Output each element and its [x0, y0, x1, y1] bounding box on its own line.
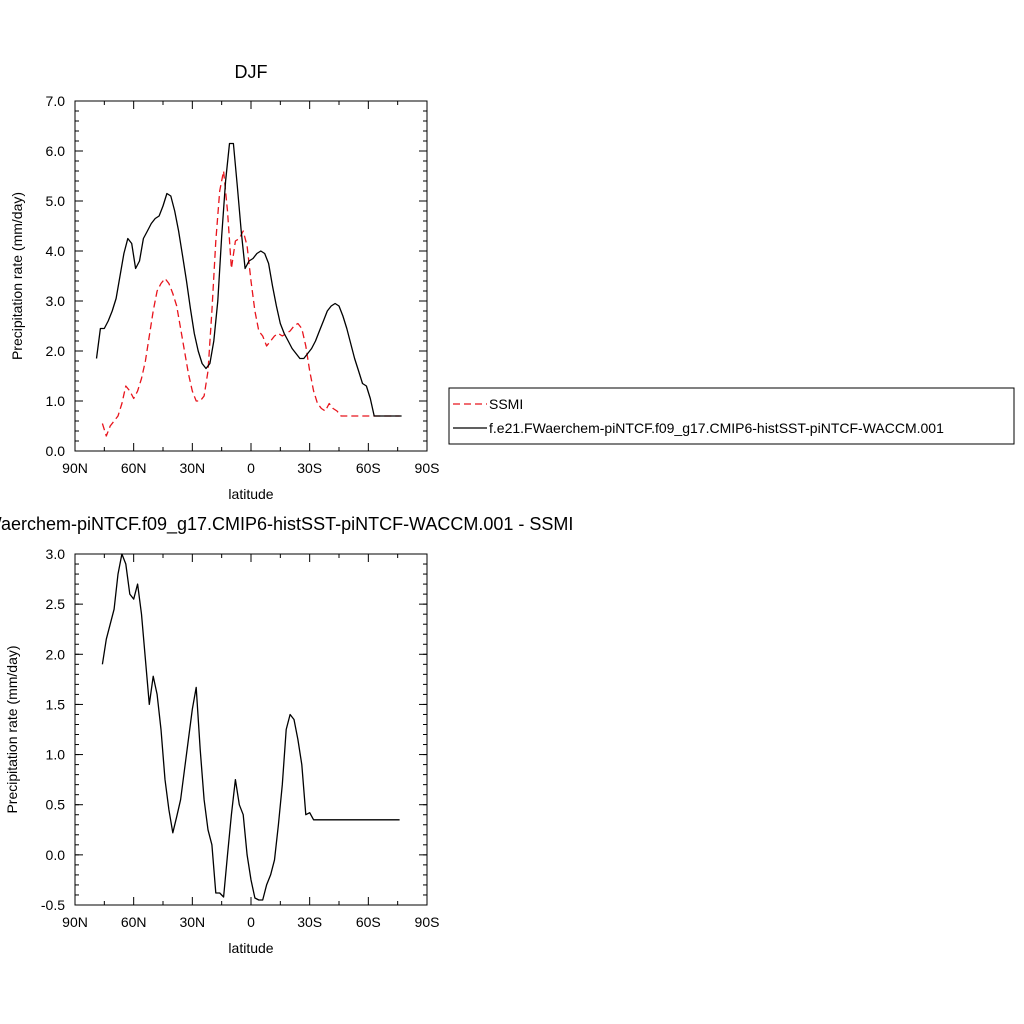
- y-axis-label: Precipitation rate (mm/day): [9, 192, 25, 360]
- x-tick-label: 30N: [179, 914, 205, 930]
- top-panel: DJF 90N 60N 30N 0 30S 60S 90S 0.0 1.0 2.0 3.0 4.0 5.0…: [9, 62, 439, 502]
- y-tick-label: 4.0: [46, 243, 66, 259]
- y-tick-label: 0.5: [46, 797, 66, 813]
- x-tick-label: 60N: [121, 460, 147, 476]
- bottom-panel: f.e21.FWaerchem-piNTCF.f09_g17.CMIP6-his…: [0, 514, 573, 956]
- x-tick-label: 90N: [62, 914, 88, 930]
- series-line-0: [101, 170, 400, 437]
- y-tick-label: 2.5: [46, 596, 66, 612]
- x-tick-label: 60N: [121, 914, 147, 930]
- x-axis-label: latitude: [228, 486, 273, 502]
- x-tick-label: 30N: [179, 460, 205, 476]
- x-tick-label: 0: [247, 460, 255, 476]
- chart-title: DJF: [235, 62, 268, 82]
- plot-frame: [74, 100, 428, 452]
- series-line-0: [101, 553, 400, 901]
- y-tick-label: 2.0: [46, 343, 66, 359]
- y-tick-label: 1.0: [46, 393, 66, 409]
- y-tick-label: 2.0: [46, 646, 66, 662]
- y-tick-label: 3.0: [46, 293, 66, 309]
- x-axis-label: latitude: [228, 940, 273, 956]
- y-tick-label: 6.0: [46, 143, 66, 159]
- y-tick-label: 0.0: [46, 443, 66, 459]
- y-axis-label: Precipitation rate (mm/day): [4, 645, 20, 813]
- legend-box: [448, 387, 1015, 445]
- x-tick-label: 60S: [356, 914, 381, 930]
- y-tick-label: 1.5: [46, 696, 66, 712]
- legend-label-0: SSMI: [489, 396, 523, 412]
- y-tick-label: -0.5: [41, 897, 65, 913]
- x-tick-label: 90N: [62, 460, 88, 476]
- y-tick-label: 3.0: [46, 546, 66, 562]
- x-tick-label: 90S: [415, 460, 440, 476]
- legend-label-1: f.e21.FWaerchem-piNTCF.f09_g17.CMIP6-his…: [489, 420, 944, 436]
- legend: SSMI f.e21.FWaerchem-piNTCF.f09_g17.CMIP6…: [448, 387, 1015, 445]
- y-tick-label: 7.0: [46, 93, 66, 109]
- x-tick-label: 30S: [297, 914, 322, 930]
- x-tick-label: 30S: [297, 460, 322, 476]
- x-tick-label: 90S: [415, 914, 440, 930]
- plot-frame: [74, 553, 428, 906]
- y-tick-label: 5.0: [46, 193, 66, 209]
- series-line-1: [95, 142, 402, 417]
- x-tick-label: 0: [247, 914, 255, 930]
- x-tick-label: 60S: [356, 460, 381, 476]
- y-tick-label: 0.0: [46, 847, 66, 863]
- y-tick-label: 1.0: [46, 747, 66, 763]
- chart-title: f.e21.FWaerchem-piNTCF.f09_g17.CMIP6-his…: [0, 514, 573, 535]
